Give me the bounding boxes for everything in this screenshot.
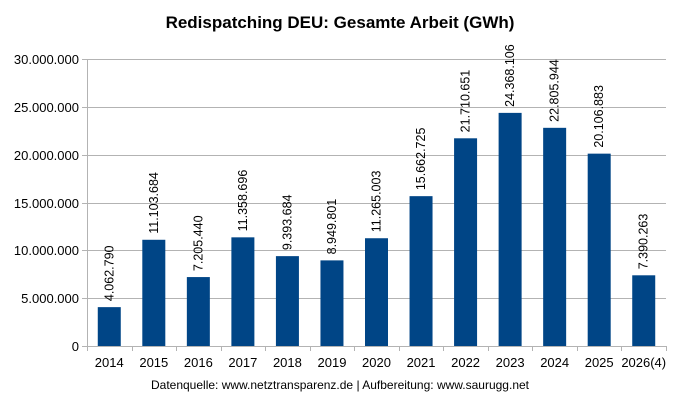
data-label: 7.390.263: [637, 214, 651, 270]
data-label: 15.662.725: [414, 128, 428, 191]
y-axis-ticks: 0 5.000.000 10.000.000 15.000.000 20.000.000…: [14, 52, 87, 354]
data-label: 24.368.106: [503, 44, 517, 107]
bars: [97, 112, 656, 347]
x-tick-label: 2015: [139, 355, 168, 370]
y-tick-label: 25.000.000: [14, 100, 79, 115]
source-note: Datenquelle: www.netztransparenz.de | Au…: [150, 378, 529, 392]
x-tick-label: 2026(4): [621, 355, 666, 370]
bar: [186, 277, 210, 346]
bar: [231, 237, 255, 346]
data-label: 9.393.684: [280, 194, 294, 250]
bar: [409, 196, 433, 346]
bar: [454, 138, 478, 346]
x-tick-label: 2023: [496, 355, 525, 370]
data-label: 7.205.440: [191, 215, 205, 271]
y-tick-label: 10.000.000: [14, 243, 79, 258]
bar: [587, 153, 611, 346]
bar: [275, 256, 299, 346]
data-label: 21.710.651: [459, 70, 473, 133]
x-axis-ticks: 2014 2015 2016 2017 2018 2019 2020 2021 2022 2023…: [87, 346, 667, 370]
bar: [97, 307, 121, 346]
data-label: 20.106.883: [592, 85, 606, 148]
x-tick-label: 2021: [407, 355, 436, 370]
x-tick-label: 2018: [273, 355, 302, 370]
data-label: 11.265.003: [370, 171, 384, 233]
x-tick-label: 2014: [95, 355, 124, 370]
bar: [543, 127, 567, 346]
y-tick-label: 15.000.000: [14, 196, 79, 211]
x-tick-label: 2019: [318, 355, 347, 370]
data-label: 4.062.790: [102, 245, 116, 301]
y-tick-label: 20.000.000: [14, 148, 79, 163]
x-tick-label: 2017: [228, 355, 257, 370]
data-label: 11.103.684: [147, 172, 161, 234]
data-labels: 4.062.790 11.103.684 7.205.440 11.358.696 9.…: [102, 44, 650, 301]
bar: [632, 275, 656, 346]
bar: [142, 239, 166, 346]
data-label: 11.358.696: [236, 170, 250, 232]
x-tick-label: 2016: [184, 355, 213, 370]
data-label: 22.805.944: [548, 59, 562, 122]
y-tick-label: 5.000.000: [21, 291, 79, 306]
y-tick-label: 30.000.000: [14, 52, 79, 67]
y-tick-label: 0: [72, 339, 79, 354]
axes: [87, 59, 666, 347]
data-label: 8.949.801: [325, 199, 339, 255]
bar: [320, 260, 344, 346]
x-tick-label: 2025: [585, 355, 614, 370]
bar: [365, 238, 388, 346]
x-tick-label: 2024: [540, 355, 569, 370]
chart-title: Redispatching DEU: Gesamte Arbeit (GWh): [165, 13, 515, 32]
bar: [498, 112, 522, 347]
x-tick-label: 2022: [451, 355, 480, 370]
x-tick-label: 2020: [362, 355, 391, 370]
